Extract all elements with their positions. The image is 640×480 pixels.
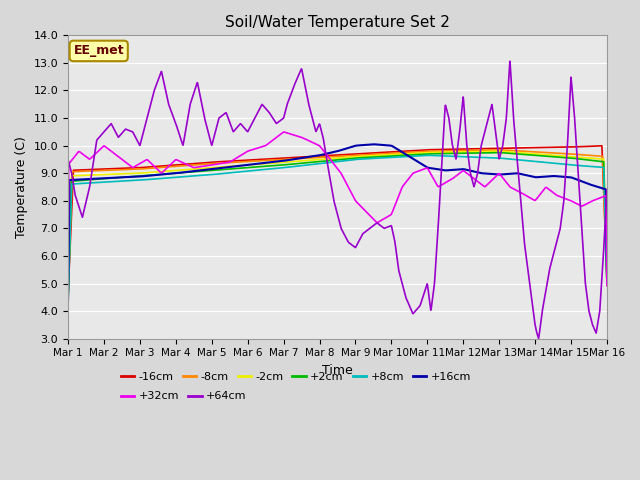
+32cm [293, 133, 301, 139]
+32cm [128, 164, 136, 170]
-16cm [598, 143, 605, 149]
+8cm [128, 178, 136, 183]
-8cm [603, 281, 611, 287]
+32cm [371, 218, 379, 224]
-2cm [106, 171, 113, 177]
-2cm [293, 158, 301, 164]
+8cm [106, 179, 113, 185]
+16cm [293, 156, 301, 162]
-16cm [314, 153, 321, 159]
-16cm [371, 150, 378, 156]
+64cm [314, 125, 321, 131]
-16cm [304, 154, 312, 159]
+8cm [424, 153, 432, 158]
-2cm [128, 171, 136, 177]
-16cm [128, 165, 136, 171]
+64cm [304, 97, 312, 103]
Line: +64cm: +64cm [68, 61, 607, 338]
+8cm [603, 279, 611, 285]
+32cm [64, 264, 72, 270]
-8cm [106, 168, 113, 173]
Title: Soil/Water Temperature Set 2: Soil/Water Temperature Set 2 [225, 15, 450, 30]
+8cm [371, 156, 378, 161]
+2cm [314, 159, 321, 165]
+64cm [603, 187, 611, 192]
Line: +16cm: +16cm [68, 144, 607, 301]
+16cm [603, 274, 611, 279]
Text: EE_met: EE_met [74, 45, 124, 58]
+2cm [304, 160, 312, 166]
Line: -8cm: -8cm [68, 150, 607, 291]
Line: +2cm: +2cm [68, 153, 607, 301]
Line: +32cm: +32cm [68, 132, 607, 286]
-8cm [128, 167, 136, 172]
+16cm [370, 142, 378, 147]
-2cm [314, 156, 321, 162]
Legend: +32cm, +64cm: +32cm, +64cm [116, 387, 251, 406]
+16cm [304, 154, 312, 160]
+16cm [371, 142, 379, 147]
+64cm [64, 156, 72, 162]
-8cm [314, 155, 321, 160]
+32cm [603, 283, 611, 288]
-2cm [304, 157, 312, 163]
+32cm [106, 147, 113, 153]
+32cm [305, 138, 312, 144]
-2cm [371, 153, 378, 158]
+2cm [493, 150, 501, 156]
+2cm [293, 161, 301, 167]
Line: +8cm: +8cm [68, 156, 607, 303]
-16cm [64, 293, 72, 299]
+16cm [106, 175, 113, 181]
Line: -2cm: -2cm [68, 151, 607, 299]
+2cm [106, 175, 113, 181]
+2cm [371, 154, 378, 160]
+32cm [314, 142, 322, 148]
+16cm [64, 298, 72, 304]
Line: -16cm: -16cm [68, 146, 607, 296]
+64cm [371, 222, 378, 228]
-2cm [64, 296, 72, 301]
-8cm [371, 151, 378, 157]
+32cm [280, 129, 288, 135]
+64cm [128, 129, 136, 134]
X-axis label: Time: Time [322, 364, 353, 377]
-8cm [304, 155, 312, 161]
-16cm [106, 166, 113, 172]
+8cm [64, 300, 72, 306]
-8cm [64, 288, 72, 294]
-2cm [603, 275, 611, 280]
-8cm [493, 147, 500, 153]
+64cm [506, 58, 514, 64]
-2cm [493, 148, 501, 154]
+16cm [128, 174, 136, 180]
+64cm [106, 122, 113, 128]
+16cm [314, 153, 321, 158]
-16cm [293, 155, 301, 160]
+8cm [304, 162, 312, 168]
+2cm [603, 276, 611, 282]
+2cm [128, 174, 136, 180]
+2cm [64, 299, 72, 304]
-16cm [603, 272, 611, 277]
+8cm [314, 161, 321, 167]
+64cm [535, 336, 543, 341]
Y-axis label: Temperature (C): Temperature (C) [15, 136, 28, 238]
-8cm [293, 156, 301, 162]
+64cm [293, 77, 301, 83]
+8cm [293, 163, 301, 169]
